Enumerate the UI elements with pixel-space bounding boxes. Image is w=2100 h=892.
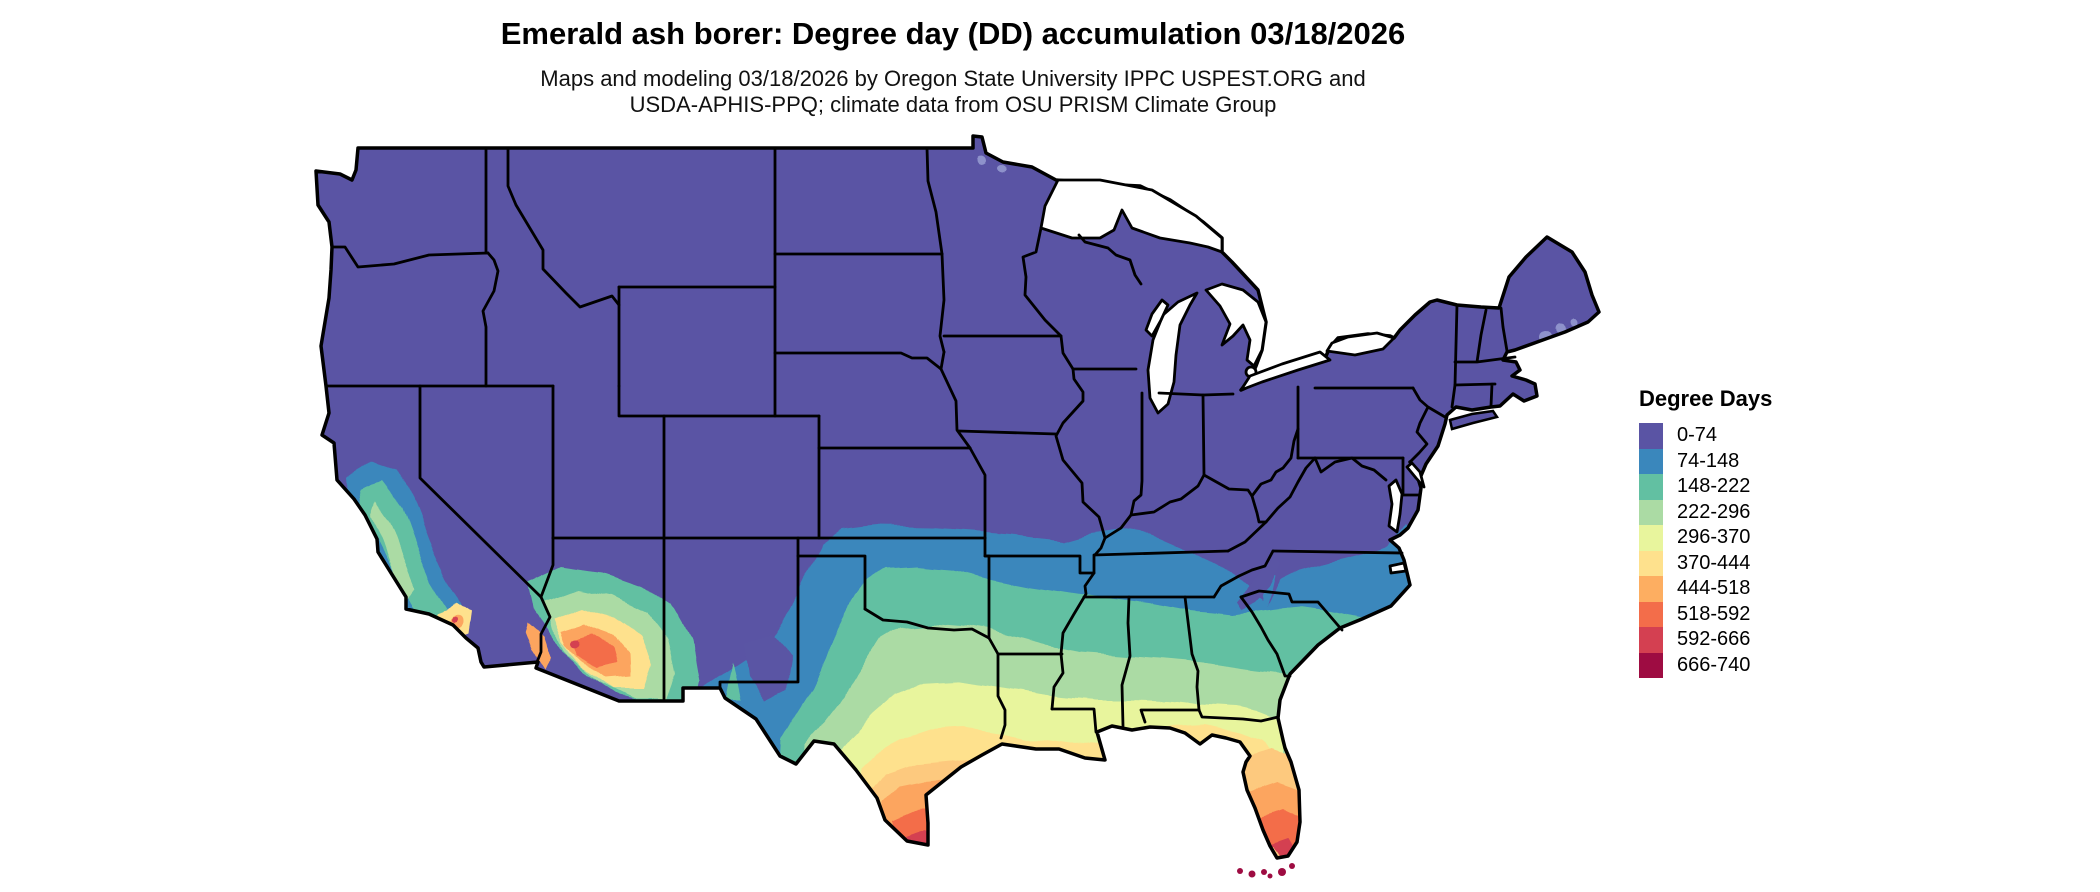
- legend-row: 592-666: [1639, 627, 1772, 653]
- legend-label: 666-740: [1677, 653, 1751, 676]
- legend-row: 222-296: [1639, 499, 1772, 525]
- legend-label: 74-148: [1677, 449, 1740, 472]
- legend-swatch-0: [1639, 423, 1663, 449]
- legend-row: 518-592: [1639, 601, 1772, 627]
- legend-label: 148-222: [1677, 475, 1751, 498]
- delaware-bay: [1405, 461, 1426, 489]
- legend-swatch-4: [1639, 525, 1663, 551]
- legend-label: 296-370: [1677, 526, 1751, 549]
- legend-row: 0-74: [1639, 423, 1772, 449]
- legend-swatch-8: [1639, 627, 1663, 653]
- lake-ontario: [1325, 331, 1396, 357]
- legend-swatch-9: [1639, 652, 1663, 678]
- florida-keys: [1237, 863, 1295, 879]
- legend: Degree Days 0-74 74-148 148-222 222-296 296-…: [1639, 386, 1772, 678]
- lake-huron: [1204, 282, 1268, 368]
- legend-label: 518-592: [1677, 602, 1751, 625]
- lake-erie: [1239, 350, 1332, 392]
- page-subtitle: Maps and modeling 03/18/2026 by Oregon S…: [0, 66, 1906, 118]
- long-island: [1448, 409, 1500, 431]
- green-bay: [1144, 298, 1170, 338]
- page-title: Emerald ash borer: Degree day (DD) accum…: [500, 16, 1406, 51]
- legend-label: 370-444: [1677, 551, 1751, 574]
- state-borders: [324, 146, 1517, 740]
- legend-swatch-3: [1639, 499, 1663, 525]
- legend-swatch-6: [1639, 576, 1663, 602]
- legend-swatch-7: [1639, 601, 1663, 627]
- legend-swatch-2: [1639, 474, 1663, 500]
- legend-swatch-1: [1639, 448, 1663, 474]
- legend-items: 0-74 74-148 148-222 222-296 296-370 370-444 44…: [1639, 423, 1772, 678]
- legend-row: 444-518: [1639, 576, 1772, 602]
- legend-row: 666-740: [1639, 652, 1772, 678]
- chesapeake-bay: [1387, 478, 1404, 534]
- legend-label: 592-666: [1677, 628, 1751, 651]
- lake-superior: [1039, 178, 1224, 254]
- legend-label: 444-518: [1677, 577, 1751, 600]
- legend-label: 222-296: [1677, 500, 1751, 523]
- pamlico-sound: [1388, 561, 1408, 575]
- great-lakes: [1039, 178, 1426, 575]
- legend-row: 74-148: [1639, 448, 1772, 474]
- legend-swatch-5: [1639, 550, 1663, 576]
- legend-row: 296-370: [1639, 525, 1772, 551]
- legend-title: Degree Days: [1639, 386, 1773, 411]
- subtitle-line-2: USDA-APHIS-PPQ; climate data from OSU PR…: [629, 92, 1277, 117]
- legend-label: 0-74: [1677, 424, 1718, 447]
- header: Emerald ash borer: Degree day (DD) accum…: [0, 16, 1906, 118]
- legend-row: 370-444: [1639, 550, 1772, 576]
- legend-row: 148-222: [1639, 474, 1772, 500]
- subtitle-line-1: Maps and modeling 03/18/2026 by Oregon S…: [540, 66, 1366, 91]
